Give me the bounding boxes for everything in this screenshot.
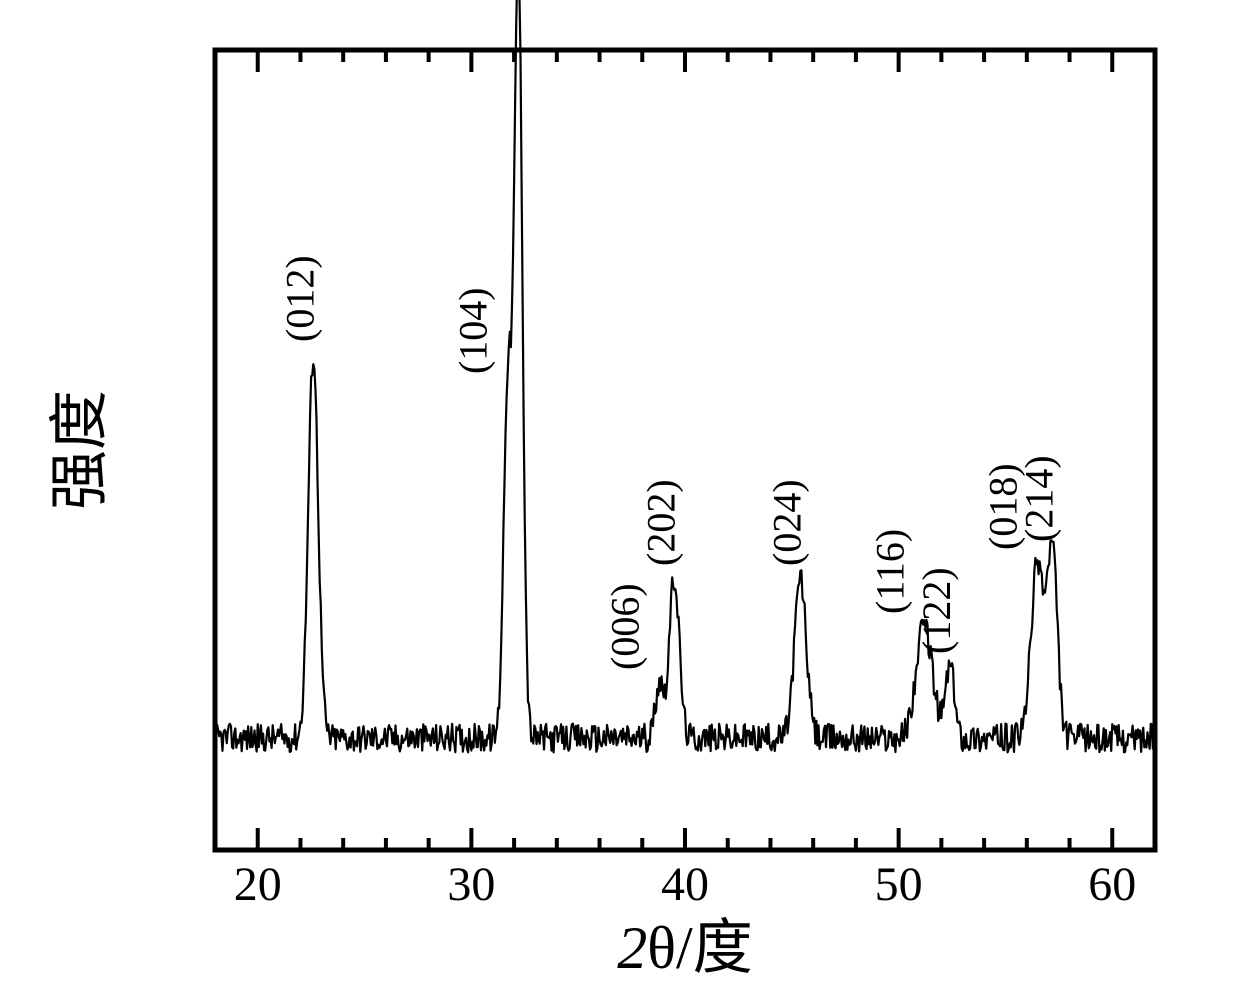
miller-index-label: (024) xyxy=(764,479,809,566)
miller-index-label: (202) xyxy=(638,479,683,566)
xtick-label: 40 xyxy=(661,858,709,911)
miller-index-label: (122) xyxy=(914,567,959,654)
miller-index-label: (104) xyxy=(451,287,496,374)
xtick-label: 60 xyxy=(1088,858,1136,911)
xrd-chart: 20304050602θ/度强度(012)(104)(110)(006)(202… xyxy=(0,0,1240,983)
miller-index-label: (116) xyxy=(867,529,912,614)
xtick-label: 30 xyxy=(447,858,495,911)
x-axis-label: 2θ/度 xyxy=(617,915,752,981)
xtick-label: 20 xyxy=(234,858,282,911)
miller-index-label: (012) xyxy=(277,255,322,342)
xtick-label: 50 xyxy=(875,858,923,911)
miller-index-label: (214) xyxy=(1016,455,1061,542)
y-axis-label: 强度 xyxy=(47,390,113,510)
miller-index-label: (006) xyxy=(602,583,647,670)
